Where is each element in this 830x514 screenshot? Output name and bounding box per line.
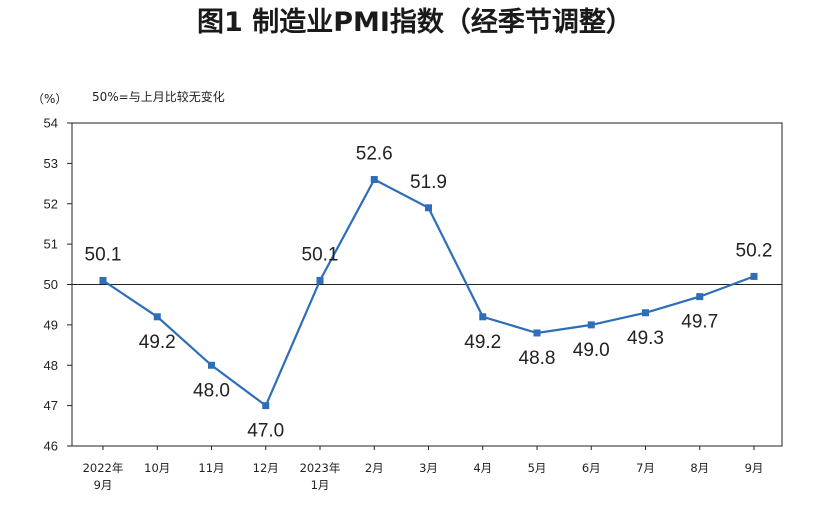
x-tick-label: 1月 — [311, 478, 330, 492]
data-label: 49.0 — [573, 340, 610, 361]
y-tick-label: 48 — [44, 358, 58, 373]
x-tick-label: 11月 — [198, 461, 224, 475]
chart-title: 图1 制造业PMI指数（经季节调整） — [197, 6, 633, 38]
data-label: 51.9 — [410, 172, 447, 193]
series-markers — [99, 176, 758, 410]
y-tick-label: 52 — [44, 196, 58, 211]
y-tick-label: 50 — [44, 277, 58, 292]
y-tick-label: 46 — [44, 439, 58, 454]
data-point-marker — [316, 276, 324, 284]
y-tick-label: 47 — [44, 398, 58, 413]
data-point-marker — [642, 309, 649, 317]
data-point-marker — [153, 313, 161, 321]
data-point-marker — [587, 321, 595, 329]
y-tick-label: 53 — [44, 156, 58, 171]
data-point-marker — [262, 402, 270, 410]
x-tick-label: 2月 — [365, 461, 384, 475]
x-tick-label: 7月 — [636, 461, 655, 475]
x-tick-label: 5月 — [528, 461, 547, 475]
data-labels: 50.1 49.2 48.0 47.0 50.1 52.6 51.9 49.2 48.8 49.0… — [85, 144, 773, 442]
data-point-marker — [99, 276, 107, 284]
y-tick-label: 49 — [44, 317, 58, 332]
x-tick-label: 10月 — [144, 461, 170, 475]
x-tick-label: 2023年 — [300, 461, 341, 475]
series-line — [102, 178, 755, 408]
data-label: 48.0 — [193, 380, 230, 401]
data-point-marker — [425, 204, 432, 212]
data-label: 49.7 — [681, 312, 718, 333]
data-point-marker — [479, 313, 487, 321]
x-tick-label: 2022年 — [83, 461, 124, 475]
y-tick-label: 51 — [44, 237, 58, 252]
x-axis-ticks: 2022年 9月 10月 11月 12月 2023年 1月 2月 3月 4月 5月 6月 7月 8月 9月 — [83, 446, 764, 492]
x-tick-label: 6月 — [582, 461, 601, 475]
x-tick-label: 3月 — [419, 461, 438, 475]
x-tick-label: 4月 — [473, 461, 492, 475]
y-axis-ticks: 46 47 48 49 50 51 52 53 54 — [44, 116, 72, 454]
chart-note: 50%=与上月比较无变化 — [92, 89, 225, 104]
data-point-marker — [750, 272, 758, 280]
x-tick-label: 8月 — [690, 461, 709, 475]
x-tick-label: 12月 — [253, 461, 279, 475]
data-point-marker — [370, 176, 378, 184]
data-label: 50.2 — [736, 240, 773, 261]
x-tick-label: 9月 — [745, 461, 764, 475]
data-label: 50.1 — [85, 244, 122, 265]
data-label: 52.6 — [356, 144, 393, 165]
y-axis-unit-label: （%） — [32, 92, 67, 106]
data-label: 50.1 — [302, 244, 339, 265]
data-label: 49.2 — [464, 332, 501, 353]
data-point-marker — [208, 361, 215, 369]
data-label: 49.3 — [627, 328, 664, 349]
data-point-marker — [533, 329, 541, 337]
data-label: 49.2 — [139, 332, 176, 353]
y-tick-label: 54 — [44, 116, 58, 131]
data-label: 48.8 — [519, 348, 556, 369]
data-label: 47.0 — [247, 421, 284, 442]
x-tick-label: 9月 — [94, 478, 113, 492]
data-point-marker — [696, 293, 704, 301]
